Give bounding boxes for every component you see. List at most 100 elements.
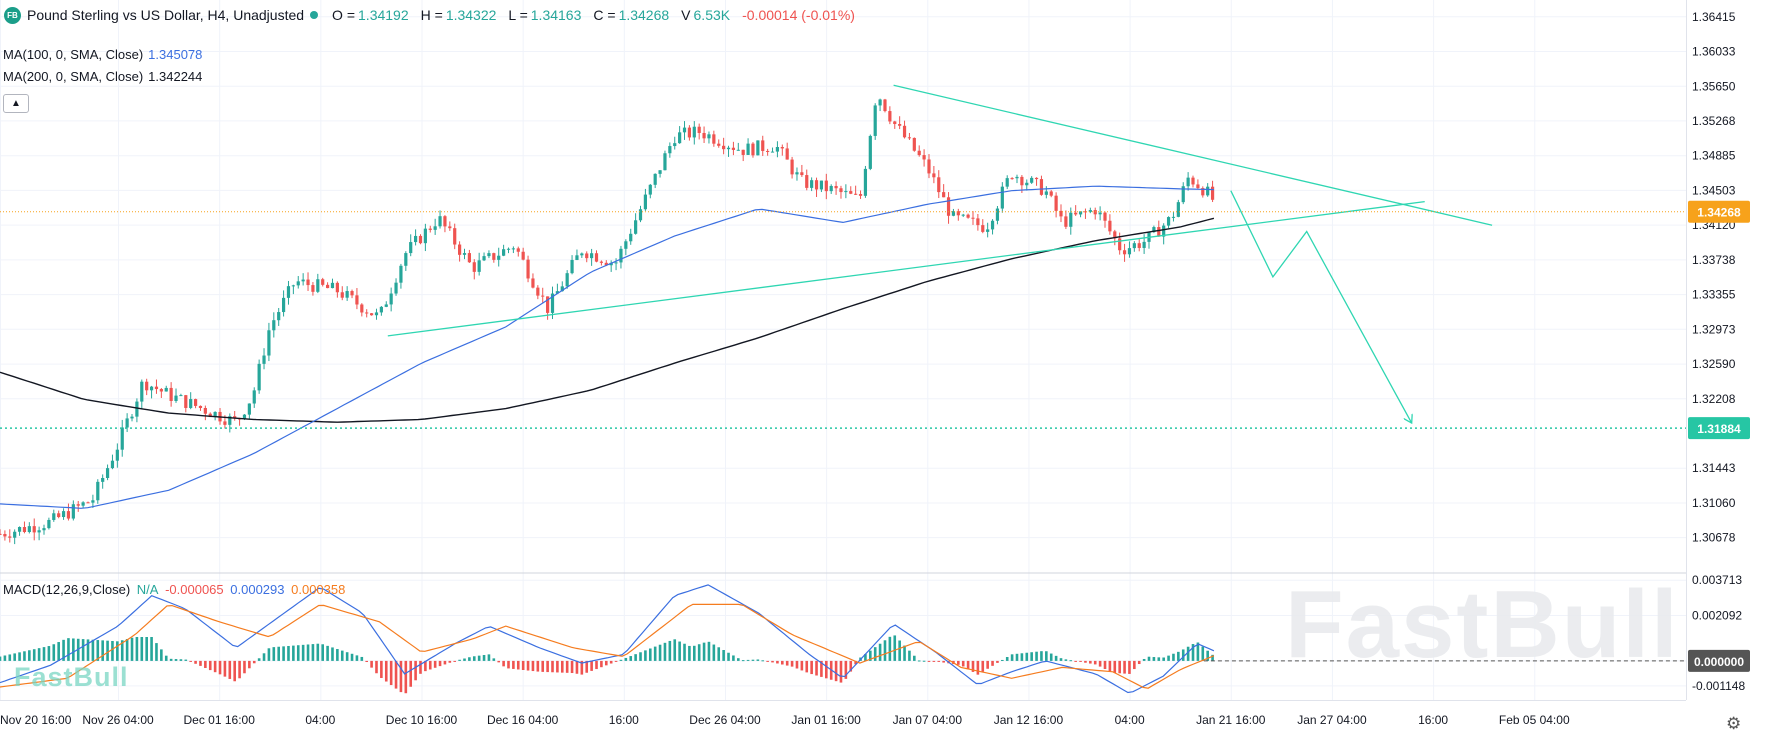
macd-histogram-bar (663, 642, 667, 661)
time-tick-label: Jan 21 16:00 (1196, 713, 1266, 727)
candle-body (1103, 212, 1107, 221)
candle-body (1166, 217, 1171, 226)
resistance-trendline (893, 84, 1493, 226)
candle-body (189, 399, 193, 408)
candle-body (487, 253, 491, 257)
macd-histogram-bar (164, 655, 168, 661)
macd-histogram-bar (639, 652, 642, 661)
macd-histogram-bar (189, 660, 192, 662)
ma100-line (0, 185, 1214, 509)
price-tick-label: 1.32208 (1692, 392, 1736, 406)
candle-body (907, 137, 912, 139)
candle-body (1005, 178, 1009, 187)
candle-body (795, 172, 799, 175)
candle-body (458, 244, 462, 255)
candle-body (233, 416, 237, 419)
macd-histogram-bar (1142, 658, 1146, 661)
macd-histogram-bar (1020, 653, 1024, 661)
macd-histogram-bar (169, 658, 173, 661)
candle-body (502, 249, 506, 256)
macd-histogram-bar (252, 660, 256, 664)
candle-body (883, 99, 887, 112)
macd-histogram-bar (1093, 660, 1097, 665)
candle-body (1118, 238, 1122, 251)
symbol-title[interactable]: Pound Sterling vs US Dollar, H4, Unadjus… (27, 7, 305, 23)
candle-body (1157, 227, 1161, 237)
macd-histogram-bar (174, 659, 178, 661)
macd-histogram-bar (194, 660, 197, 664)
candle-body (3, 534, 7, 537)
macd-histogram-bar (1074, 660, 1077, 662)
candle-body (1030, 177, 1034, 183)
candle-body (956, 211, 960, 216)
candle-body (1176, 202, 1180, 217)
macd-histogram-bar (1206, 650, 1209, 661)
macd-histogram-bar (766, 660, 769, 662)
candle-body (52, 513, 56, 520)
candle-body (893, 121, 897, 125)
candle-body (932, 173, 936, 178)
time-tick-label: Dec 10 16:00 (386, 713, 458, 727)
candle-body (1039, 179, 1044, 195)
time-tick-label: Jan 27 04:00 (1297, 713, 1367, 727)
macd-tick-label: 0.002092 (1692, 608, 1742, 622)
chevron-up-icon: ▲ (11, 98, 21, 109)
macd-histogram-bar (697, 644, 701, 661)
ma200-legend[interactable]: MA(200, 0, SMA, Close) 1.342244 (3, 69, 202, 84)
macd-histogram-bar (560, 660, 564, 673)
candle-body (570, 259, 574, 274)
macd-histogram-bar (492, 658, 496, 661)
candle-body (1015, 176, 1019, 179)
gear-icon[interactable]: ⚙ (1726, 714, 1742, 733)
macd-histogram-bar (32, 649, 36, 661)
candle-body (858, 194, 863, 196)
candle-body (193, 399, 198, 406)
candle-body (497, 255, 501, 260)
candle-body (1108, 220, 1112, 232)
candle-body (145, 381, 149, 391)
macd-histogram-bar (541, 660, 545, 672)
candle-body (149, 386, 154, 391)
macd-histogram-bar (864, 654, 867, 661)
macd-histogram-bar (218, 660, 222, 675)
candle-body (800, 172, 804, 176)
macd-histogram-bar (394, 660, 398, 689)
macd-legend[interactable]: MACD(12,26,9,Close) N/A -0.000065 0.0002… (3, 582, 348, 597)
candle-body (413, 235, 418, 243)
macd-histogram-bar (487, 654, 491, 661)
time-tick-label: Feb 05 04:00 (1499, 713, 1570, 727)
low-value: 1.34163 (530, 7, 582, 23)
macd-histogram-bar (292, 645, 295, 661)
macd-histogram-bar (1079, 660, 1082, 662)
macd-histogram-bar (311, 644, 315, 661)
macd-histogram-bar (86, 639, 90, 661)
candle-body (277, 312, 281, 321)
macd-histogram-bar (116, 641, 119, 661)
projection-arrow-path (1230, 190, 1411, 423)
macd-histogram-bar (370, 660, 373, 668)
candle-body (301, 279, 305, 282)
ma200-value: 1.342244 (148, 69, 203, 84)
change-value: -0.00014 (-0.01%) (742, 7, 855, 23)
collapse-indicators-button[interactable]: ▲ (3, 94, 29, 113)
current-price-badge-text: 1.34268 (1697, 206, 1741, 220)
close-value: 1.34268 (618, 7, 670, 23)
time-tick-label: 16:00 (609, 713, 639, 727)
candle-body (1171, 216, 1176, 218)
candle-body (404, 253, 408, 266)
macd-histogram-bar (986, 660, 989, 669)
candle-body (790, 159, 794, 175)
macd-histogram-bar (722, 650, 725, 661)
macd-histogram-bar (844, 660, 848, 679)
candle-body (1044, 191, 1048, 195)
time-tick-label: Dec 26 04:00 (689, 713, 761, 727)
macd-histogram-bar (155, 643, 158, 661)
ma100-legend[interactable]: MA(100, 0, SMA, Close) 1.345078 (3, 47, 202, 62)
trend-drawings[interactable] (387, 84, 1493, 423)
macd-histogram-bar (790, 660, 794, 667)
candle-body (888, 111, 892, 122)
macd-histogram-bar (727, 652, 730, 661)
candle-body (17, 527, 22, 532)
candle-body (526, 259, 530, 279)
